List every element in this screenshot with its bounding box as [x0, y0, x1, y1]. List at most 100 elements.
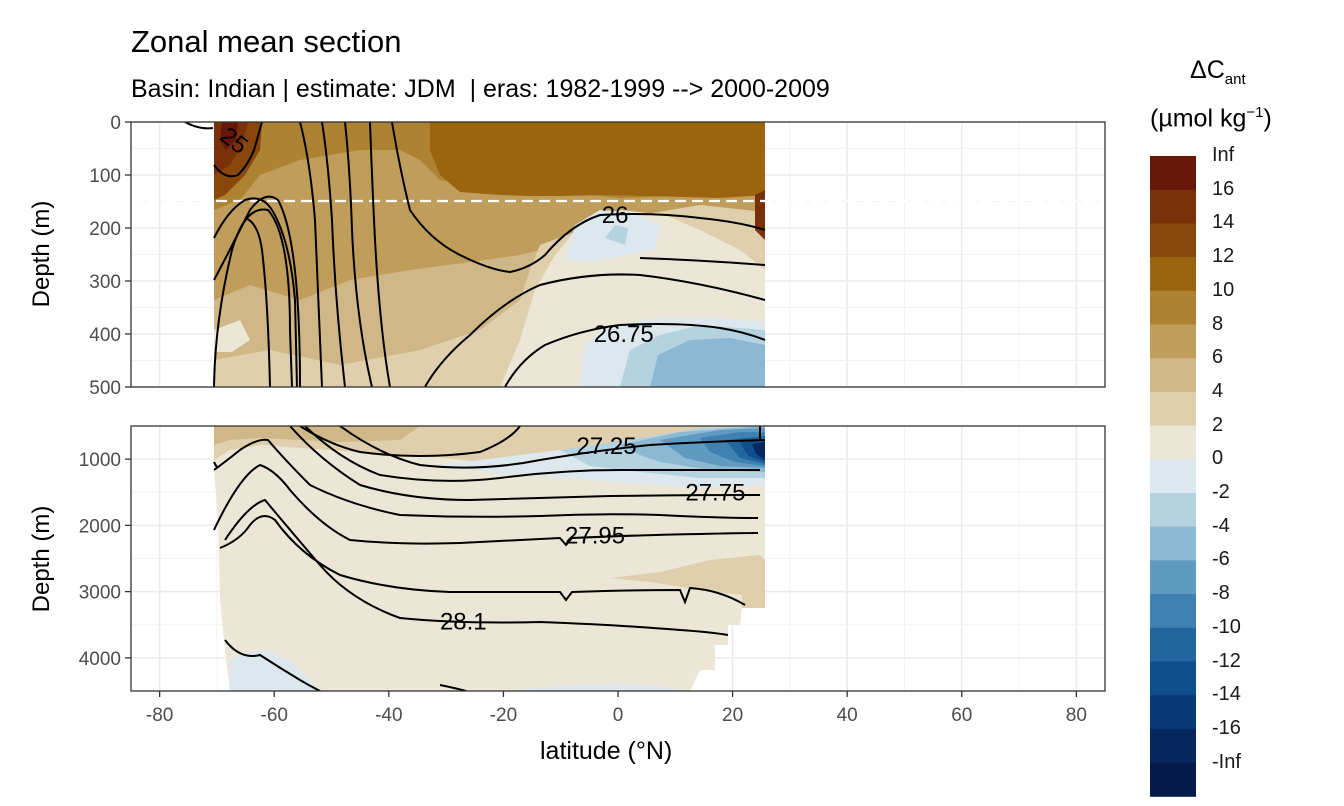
legend-label: 16: [1212, 177, 1235, 200]
y-tick-label: 3000: [79, 583, 121, 604]
legend-swatch: [1150, 358, 1196, 393]
upper-contours: [184, 122, 766, 387]
contour-label: 28.1: [440, 608, 487, 635]
legend-label: -6: [1212, 548, 1230, 571]
legend-swatch: [1150, 324, 1196, 359]
contour-line: [391, 122, 766, 274]
legend-label: -12: [1212, 649, 1241, 672]
upper-fill-band-10: [430, 122, 765, 198]
legend-swatch: [1150, 526, 1196, 561]
lower-fill-band-4-patch: [610, 555, 765, 608]
legend-label: 6: [1212, 346, 1224, 369]
lower-panel-fill: [214, 426, 765, 691]
contour-label: 27.95: [565, 522, 625, 549]
upper-panel-border: [130, 121, 1106, 388]
contour-label: 26: [602, 202, 629, 229]
legend-color-bar: [1150, 156, 1196, 797]
legend-label: 0: [1212, 447, 1224, 470]
legend-label: -16: [1212, 716, 1241, 739]
y-tick-label: 500: [89, 378, 121, 399]
contour-line: [289, 426, 761, 502]
upper-fill-band-16: [220, 122, 238, 150]
legend-title-line2: (µmol kg−1): [1150, 104, 1272, 133]
contour-line: [213, 197, 298, 387]
contour-line: [213, 122, 263, 178]
y-axis-label-lower: Depth (m): [28, 505, 55, 613]
legend-swatch: [1150, 762, 1196, 797]
x-tick-label: -40: [375, 705, 402, 726]
legend-title-sub: ant: [1224, 71, 1246, 88]
legend-swatch: [1150, 391, 1196, 427]
legend-swatch: [1150, 290, 1196, 325]
legend-swatch: [1150, 459, 1196, 494]
contour-line: [424, 273, 766, 387]
legend-title-line1: ΔCant: [1190, 56, 1246, 88]
y-tick-label: 0: [110, 113, 121, 134]
x-axis-label: latitude (°N): [540, 737, 673, 765]
legend-units-end: ): [1263, 104, 1272, 133]
legend-label: 12: [1212, 245, 1235, 268]
legend-label: 10: [1212, 278, 1235, 301]
y-tick-label: 4000: [79, 649, 121, 670]
x-tick-label: 80: [1066, 705, 1087, 726]
lower-fill-band-0-patch: [230, 650, 690, 691]
legend-title-main: ΔC: [1190, 56, 1225, 84]
contour-line: [299, 122, 323, 387]
legend-swatch: [1150, 594, 1196, 629]
legend-swatch: [1150, 257, 1196, 292]
legend-swatch: [1150, 425, 1196, 460]
contour-line: [304, 426, 760, 482]
y-tick-label: 2000: [79, 516, 121, 537]
chart-title: Zonal mean section: [131, 24, 402, 59]
contour-label: 27.25: [577, 433, 637, 460]
contour-line: [213, 438, 759, 519]
y-tick-label: 300: [89, 272, 121, 293]
contour-line: [224, 498, 729, 636]
legend-swatch: [1150, 560, 1196, 595]
upper-fill-band-2-patch: [214, 320, 250, 352]
x-tick-label: 0: [613, 705, 624, 726]
contour-line: [219, 515, 746, 606]
contour-line: [339, 426, 766, 469]
contour-label: 27.75: [685, 479, 745, 506]
legend-swatch: [1150, 728, 1196, 764]
y-axis-label-upper: Depth (m): [28, 200, 55, 308]
contour-line: [244, 217, 271, 387]
y-tick-label: 100: [89, 166, 121, 187]
legend-swatch: [1150, 189, 1196, 224]
y-tick-label: 1000: [79, 450, 121, 471]
contour-line: [321, 122, 346, 387]
legend-label: 2: [1212, 413, 1224, 436]
legend-swatch: [1150, 627, 1196, 662]
legend-swatch: [1150, 156, 1196, 191]
legend-swatch: [1150, 223, 1196, 258]
legend-label: 8: [1212, 312, 1224, 335]
legend-label: -14: [1212, 683, 1241, 706]
upper-panel-fill: [214, 122, 765, 387]
x-tick-label: -80: [146, 705, 173, 726]
y-tick-label: 400: [89, 325, 121, 346]
y-tick-label: 200: [89, 219, 121, 240]
legend-swatch: [1150, 493, 1196, 528]
lower-contours: [213, 426, 766, 691]
lower-fill-band-neg14: [752, 442, 765, 460]
legend-swatch: [1150, 695, 1196, 730]
upper-fill-band-neg4: [650, 338, 765, 387]
legend-label: -Inf: [1212, 750, 1241, 773]
contour-line: [299, 426, 521, 457]
legend-label: Inf: [1212, 144, 1235, 166]
contour-line: [213, 463, 759, 547]
contour-line: [639, 257, 766, 266]
x-tick-label: 40: [837, 705, 858, 726]
contour-line: [504, 323, 766, 387]
legend-units-sup: −1: [1246, 104, 1264, 121]
x-tick-label: -60: [261, 705, 288, 726]
contour-line: [369, 122, 391, 387]
legend-label: 14: [1212, 211, 1235, 234]
legend-label: 4: [1212, 379, 1224, 402]
legend-label: -2: [1212, 481, 1230, 503]
x-tick-label: -20: [490, 705, 517, 726]
legend-label: -10: [1212, 615, 1241, 638]
